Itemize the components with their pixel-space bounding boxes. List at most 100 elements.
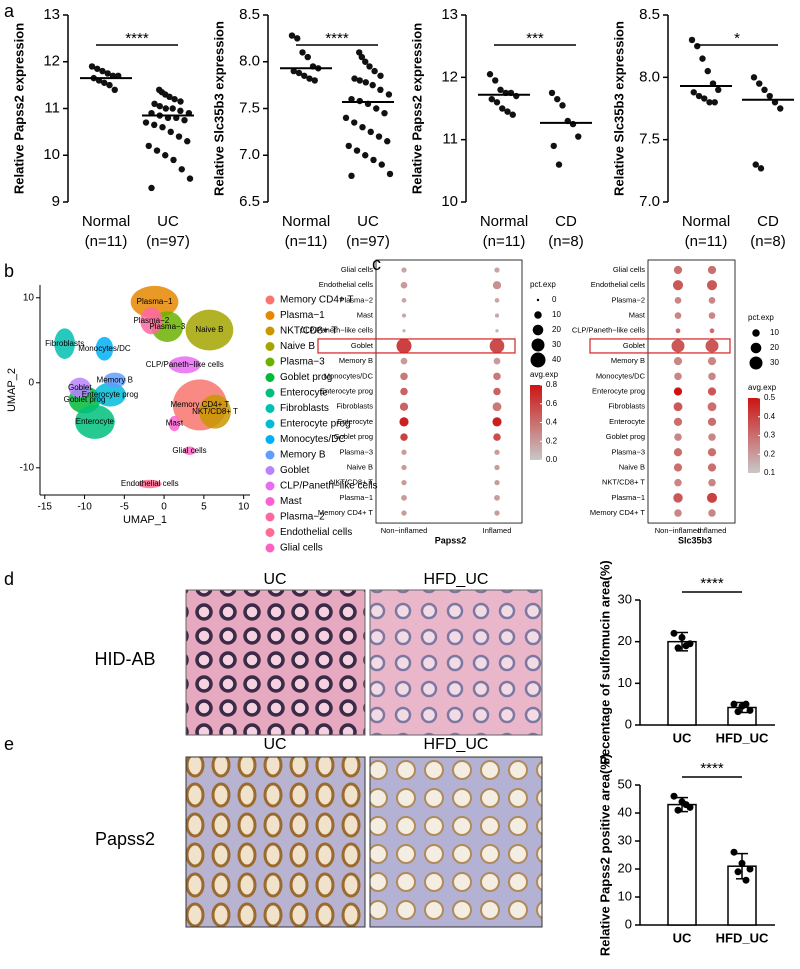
gene-label: Slc35b3: [678, 535, 712, 545]
cluster-label: NKT/CD8+ T: [192, 407, 238, 416]
data-point: [178, 166, 185, 173]
expression-dot: [493, 433, 501, 441]
expression-dot: [400, 372, 408, 381]
y-axis-label: Relative Papss2 expression: [11, 23, 26, 194]
expression-dot: [400, 387, 408, 396]
x-tick-label: 10: [238, 502, 250, 513]
data-point: [378, 161, 385, 168]
cluster-label: Plasma−1: [137, 297, 173, 306]
expression-dot: [495, 329, 499, 333]
data-point: [290, 67, 297, 75]
cluster-label: Naive B: [195, 325, 223, 334]
expression-dot: [494, 510, 500, 516]
data-point: [153, 147, 161, 154]
data-point: [362, 79, 369, 86]
expression-dot: [673, 357, 683, 366]
data-point: [550, 142, 557, 150]
data-point: [690, 89, 697, 96]
y-tick-label: 10: [23, 292, 35, 303]
colorbar-label: 0.4: [764, 412, 776, 421]
legend-swatch: [265, 528, 275, 537]
data-point: [311, 77, 318, 84]
cluster-label: Enterocyte: [76, 417, 115, 426]
colorbar-label: 0.2: [546, 436, 558, 445]
data-point: [369, 81, 376, 89]
row-label: Endothelial cells: [319, 280, 373, 289]
data-point: [295, 69, 303, 77]
data-point: [167, 128, 174, 136]
data-point: [674, 644, 682, 652]
expression-dot: [399, 417, 409, 427]
cluster-label: Memory CD4+ T: [171, 400, 230, 409]
expression-dot: [401, 298, 407, 303]
y-tick-label: 12: [441, 68, 458, 85]
row-label: Endothelial cells: [591, 280, 645, 289]
data-point: [156, 102, 163, 110]
data-point: [359, 124, 366, 131]
data-point: [366, 63, 373, 70]
y-tick-label: 7.0: [639, 193, 660, 210]
cluster: [168, 415, 181, 432]
expression-dot: [492, 417, 502, 427]
data-point: [294, 35, 301, 42]
legend-swatch: [265, 388, 275, 398]
plot-frame: [647, 259, 736, 524]
data-point: [377, 72, 384, 79]
expression-dot: [707, 463, 717, 472]
legend-swatch: [265, 357, 275, 367]
expression-dot: [400, 357, 408, 365]
data-point: [730, 848, 738, 856]
expression-dot: [673, 448, 683, 457]
legend-swatch: [265, 373, 275, 382]
cluster-label: Memory B: [97, 375, 133, 384]
data-point: [345, 142, 352, 150]
size-key: [752, 329, 760, 337]
image-title: HFD_UC: [424, 736, 489, 753]
expression-dot: [674, 509, 682, 517]
data-point: [151, 100, 158, 108]
row-label: Mast: [629, 311, 646, 320]
row-label: Goblet prog: [606, 432, 645, 441]
data-point: [715, 86, 722, 94]
data-point: [777, 105, 784, 112]
significance: *: [734, 30, 740, 47]
expression-dot: [494, 313, 500, 318]
group-label: Normal: [82, 213, 130, 230]
data-point: [348, 95, 355, 103]
data-point: [682, 801, 690, 809]
data-point: [670, 792, 678, 800]
expression-dot: [707, 357, 717, 366]
x-tick-label: -10: [77, 502, 92, 513]
histology-image: [185, 589, 366, 736]
row-label: Monocytes/DC: [324, 371, 374, 380]
expression-dot: [494, 449, 500, 455]
bar: [667, 803, 697, 926]
y-axis-label: Relative Papss2 expression: [409, 23, 424, 194]
histology-image: [369, 589, 543, 736]
data-point: [88, 63, 96, 70]
significance: ****: [700, 760, 724, 777]
expression-dot: [493, 357, 501, 365]
column-label: Inflamed: [483, 526, 512, 535]
y-axis-label: Relative Papss2 positive area(%): [597, 754, 612, 956]
expression-dot: [493, 372, 501, 381]
legend-label: NKT/CD8+ T: [280, 326, 337, 337]
data-point: [734, 868, 742, 876]
y-tick-label: 0: [625, 716, 632, 731]
panel-letter: d: [4, 569, 14, 589]
data-point: [356, 49, 363, 56]
y-tick-label: 13: [43, 6, 60, 23]
expression-dot: [707, 265, 717, 275]
y-tick-label: 6.5: [239, 193, 260, 210]
y-tick-label: 20: [618, 633, 632, 648]
colorbar-label: 0.2: [764, 449, 776, 458]
expression-dot: [402, 329, 406, 333]
expression-dot: [492, 281, 502, 290]
legend-label: Fibroblasts: [280, 403, 329, 414]
expression-dot: [401, 267, 407, 273]
row-label: Plasma−1: [611, 493, 645, 502]
expression-dot: [674, 297, 682, 304]
data-point: [358, 53, 366, 61]
data-point: [375, 133, 383, 140]
